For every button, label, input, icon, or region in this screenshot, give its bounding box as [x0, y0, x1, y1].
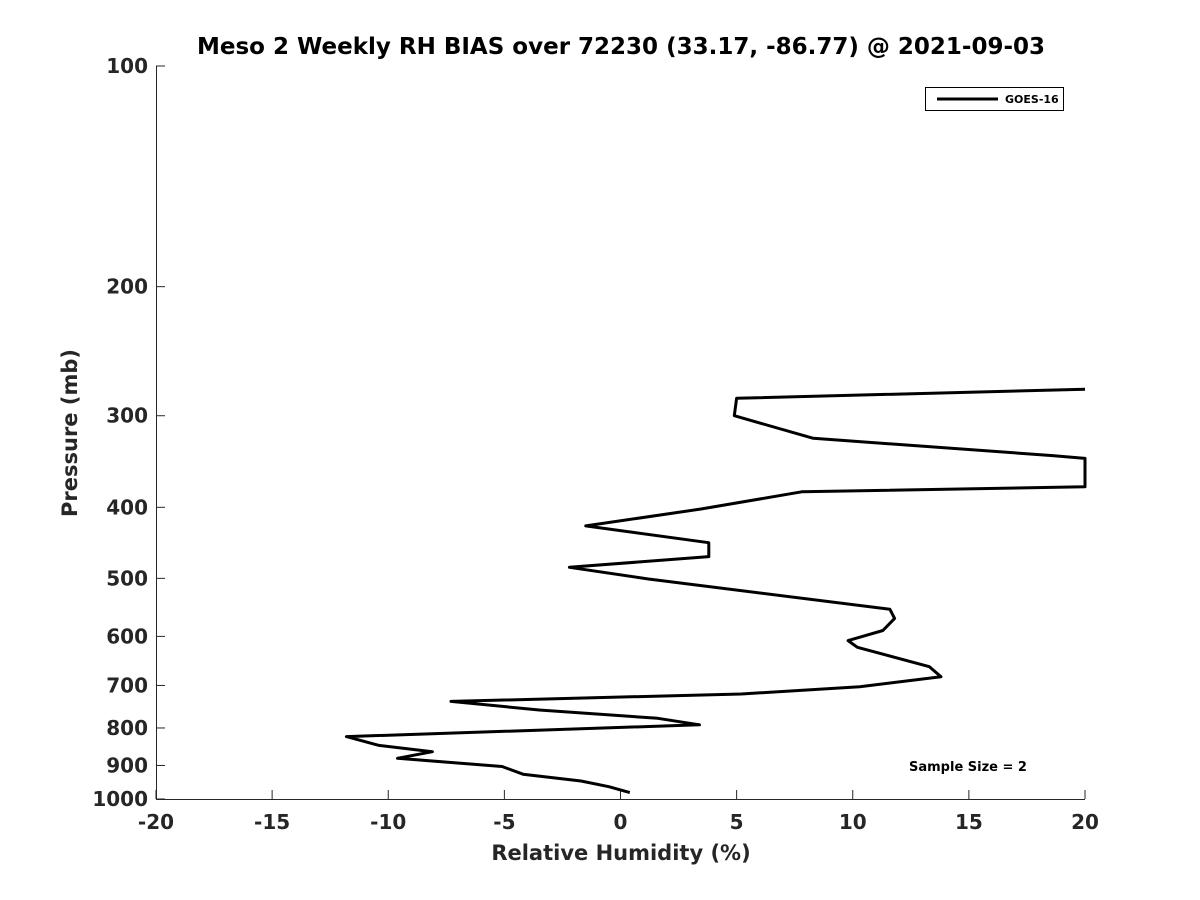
x-tick-label: 0 [614, 810, 628, 834]
x-tick-label: -5 [493, 810, 515, 834]
y-tick-label: 900 [106, 753, 148, 777]
x-tick-label: -10 [370, 810, 406, 834]
y-tick-label: 500 [106, 566, 148, 590]
x-tick-label: 20 [1071, 810, 1099, 834]
y-tick-label: 400 [106, 495, 148, 519]
x-axis-label: Relative Humidity (%) [491, 841, 750, 865]
y-ticks: 100 200 300 400 500 600 700 800 900 1000 [92, 54, 165, 811]
chart-title: Meso 2 Weekly RH BIAS over 72230 (33.17,… [197, 34, 1045, 60]
y-tick-label: 700 [106, 673, 148, 697]
x-tick-label: 5 [730, 810, 744, 834]
series-group [344, 387, 1087, 795]
y-tick-label: 200 [106, 275, 148, 299]
x-ticks: -20 -15 -10 -5 0 5 10 15 20 [138, 790, 1099, 834]
y-tick-label: 600 [106, 624, 148, 648]
legend-label: GOES-16 [1005, 93, 1059, 106]
legend: GOES-16 [925, 87, 1064, 111]
y-tick-label: 800 [106, 716, 148, 740]
y-tick-label: 1000 [92, 787, 148, 811]
sample-size-annotation: Sample Size = 2 [909, 760, 1027, 775]
y-tick-label: 100 [106, 54, 148, 78]
x-tick-label: 10 [839, 810, 867, 834]
series-line-goes-16 [344, 387, 1087, 795]
x-tick-label: -15 [254, 810, 290, 834]
y-axis-label: Pressure (mb) [58, 349, 82, 517]
x-tick-label: -20 [138, 810, 174, 834]
x-tick-label: 15 [955, 810, 983, 834]
axes [156, 66, 1085, 800]
y-tick-label: 300 [106, 404, 148, 428]
